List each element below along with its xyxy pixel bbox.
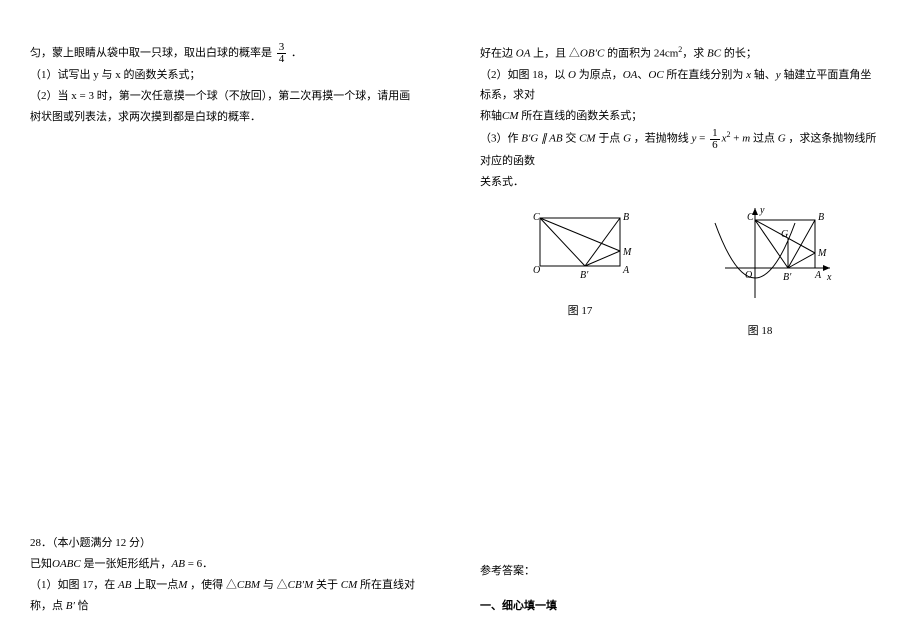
text-fragment: = 6． — [185, 558, 213, 570]
math-var: CBM — [237, 579, 260, 591]
text-fragment: ，若抛物线 — [631, 133, 692, 145]
math-var: AB — [171, 558, 184, 570]
right-line-2: （2）如图 18，以 O 为原点，OA、OC 所在直线分别为 x 轴、y 轴建立… — [480, 65, 880, 107]
text-fragment: 的长； — [721, 48, 757, 60]
label-c2: C — [747, 212, 754, 223]
text-fragment: 的面积为 24cm — [604, 48, 678, 60]
answers-section-1: 一、细心填一填 — [480, 596, 880, 617]
text-fragment: 已知 — [30, 558, 52, 570]
spacer — [480, 582, 880, 596]
math-var: CM — [341, 579, 358, 591]
figure-17-caption: 图 17 — [525, 302, 635, 318]
label-o2: O — [745, 270, 752, 281]
math-var: B′G ∥ AB — [521, 133, 562, 145]
figure-18-svg: C B O A M B′ G x y — [685, 203, 835, 313]
label-b2: B — [818, 212, 824, 223]
label-bp: B′ — [580, 270, 589, 281]
text-fragment: 所在直线的函数关系式； — [519, 110, 643, 122]
text-fragment: 上取一点 — [131, 579, 178, 591]
problem-28-part1: （1）如图 17，在 AB 上取一点M ，使得 △CBM 与 △CB′M 关于 … — [30, 575, 420, 617]
text-fragment: （2）如图 18，以 — [480, 69, 568, 81]
text-fragment: 所在直线分别为 — [664, 69, 747, 81]
figure-17-svg: C B O A M B′ — [525, 203, 635, 293]
figure-18-caption: 图 18 — [685, 322, 835, 338]
text-fragment: 过点 — [750, 133, 778, 145]
text-fragment: ． — [291, 47, 302, 59]
label-bp2: B′ — [783, 272, 792, 283]
question-2: （2）当 x = 3 时，第一次任意摸一个球（不放回），第二次再摸一个球，请用画… — [30, 86, 420, 128]
figure-17-wrap: C B O A M B′ 图 17 — [525, 203, 635, 338]
denominator: 6 — [710, 140, 720, 151]
text-fragment: 上，且 △ — [530, 48, 580, 60]
math-var: B′ — [66, 600, 75, 612]
text-fragment: 关于 — [313, 579, 341, 591]
math-var: OA — [623, 69, 638, 81]
label-b: B — [623, 212, 629, 223]
math-var: G — [623, 133, 631, 145]
text-fragment: + — [731, 133, 743, 145]
line-cbp — [540, 218, 585, 266]
text-fragment: = — [696, 133, 708, 145]
prob-intro-line: 匀，蒙上眼睛从袋中取一只球，取出白球的概率是 3 4 ． — [30, 42, 420, 65]
figure-18-wrap: C B O A M B′ G x y 图 18 — [685, 203, 835, 338]
x-axis-arrow-icon — [823, 265, 830, 271]
right-line-5: 关系式． — [480, 172, 880, 193]
math-var: CB′M — [288, 579, 314, 591]
math-var: G — [778, 133, 786, 145]
label-x-axis: x — [826, 272, 832, 283]
math-var: O — [568, 69, 576, 81]
rect-oabc-2 — [755, 220, 815, 268]
math-var: CM — [502, 110, 519, 122]
text-fragment: 恰 — [75, 600, 89, 612]
fraction-3-4: 3 4 — [277, 42, 287, 65]
text-fragment: （3）作 — [480, 133, 521, 145]
math-var: OA — [516, 48, 531, 60]
label-a: A — [622, 265, 630, 276]
math-var: CM — [579, 133, 596, 145]
denominator: 4 — [277, 54, 287, 65]
line-cbp-2 — [755, 220, 788, 268]
text-fragment: 轴、 — [751, 69, 776, 81]
right-line-1: 好在边 OA 上，且 △OB′C 的面积为 24cm2，求 BC 的长； — [480, 42, 880, 65]
label-m2: M — [817, 248, 827, 259]
answers-title: 参考答案： — [480, 561, 880, 582]
text-fragment: ，使得 △ — [187, 579, 237, 591]
text-fragment: （1）如图 17，在 — [30, 579, 118, 591]
question-1: （1）试写出 y 与 x 的函数关系式； — [30, 65, 420, 86]
math-var: M — [178, 579, 187, 591]
math-var: OC — [648, 69, 663, 81]
text-fragment: 好在边 — [480, 48, 516, 60]
answers-block: 参考答案： 一、细心填一填 — [480, 561, 880, 617]
text-fragment: 称轴 — [480, 110, 502, 122]
text-fragment: 为原点， — [576, 69, 623, 81]
text-fragment: 交 — [563, 133, 580, 145]
label-m: M — [622, 247, 632, 258]
text-fragment: 与 △ — [260, 579, 288, 591]
label-a2: A — [814, 270, 822, 281]
text-fragment: ，求 — [682, 48, 707, 60]
rect-oabc — [540, 218, 620, 266]
figures-row: C B O A M B′ 图 17 — [480, 203, 880, 338]
text-fragment: 是一张矩形纸片， — [81, 558, 172, 570]
fraction-1-6: 1 6 — [710, 128, 720, 151]
label-y-axis: y — [759, 205, 765, 216]
label-g: G — [781, 229, 788, 240]
problem-28-block: 28．（本小题满分 12 分） 已知OABC 是一张矩形纸片，AB = 6． （… — [30, 533, 420, 617]
left-column: 匀，蒙上眼睛从袋中取一只球，取出白球的概率是 3 4 ． （1）试写出 y 与 … — [0, 0, 460, 637]
right-line-4: （3）作 B′G ∥ AB 交 CM 于点 G ，若抛物线 y = 1 6 x2… — [480, 127, 880, 172]
text-fragment: 匀，蒙上眼睛从袋中取一只球，取出白球的概率是 — [30, 47, 272, 59]
problem-28-header: 28．（本小题满分 12 分） — [30, 533, 420, 554]
math-var: m — [742, 133, 750, 145]
text-fragment: 、 — [637, 69, 648, 81]
label-o: O — [533, 265, 540, 276]
problem-28-given: 已知OABC 是一张矩形纸片，AB = 6． — [30, 554, 420, 575]
math-var: AB — [118, 579, 131, 591]
label-c: C — [533, 212, 540, 223]
text-fragment: 于点 — [596, 133, 624, 145]
right-column: 好在边 OA 上，且 △OB′C 的面积为 24cm2，求 BC 的长； （2）… — [460, 0, 920, 637]
math-var: BC — [707, 48, 721, 60]
right-line-3: 称轴CM 所在直线的函数关系式； — [480, 106, 880, 127]
math-var: OABC — [52, 558, 81, 570]
math-var: OB′C — [580, 48, 604, 60]
